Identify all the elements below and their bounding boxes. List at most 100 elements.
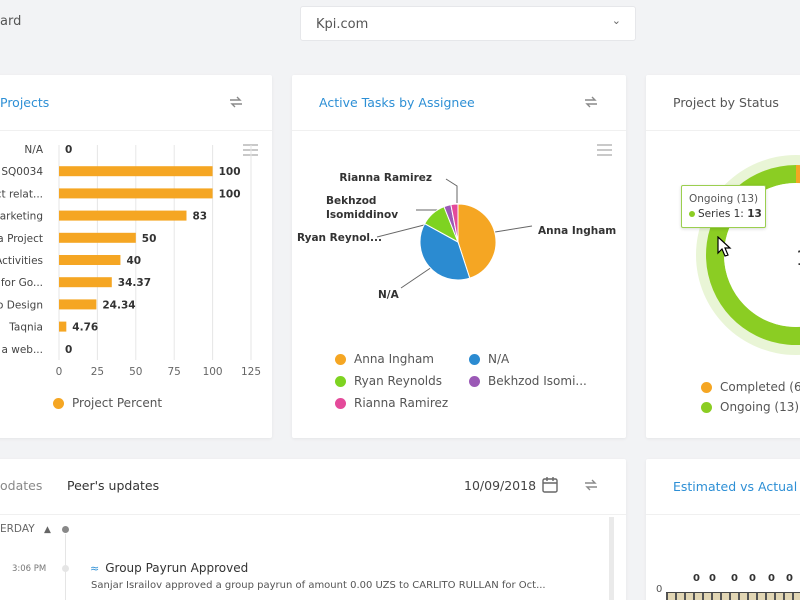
tab-my-updates[interactable]: odates <box>0 478 43 493</box>
callout-bekhzod-1: Bekhzod <box>326 195 376 207</box>
bar-value-label: 0 <box>749 573 756 584</box>
bar <box>59 210 187 221</box>
bar-value-label: 4.76 <box>72 322 98 334</box>
x-tick-label: 25 <box>91 366 104 378</box>
legend-dot <box>335 375 346 387</box>
chart-tooltip: Ongoing (13) Series 1: 13 <box>681 185 766 228</box>
refresh-icon[interactable] <box>583 94 599 110</box>
bar <box>59 166 213 177</box>
mouse-cursor-icon <box>717 236 732 257</box>
bar-value-label: 100 <box>219 166 241 178</box>
axis-zero-label: 0 <box>656 584 663 595</box>
tooltip-value: 13 <box>747 208 762 220</box>
projects-card: Projects 0 25 50 75 100 125 N/A 0 SQ0034 100 ect r… <box>0 75 272 438</box>
project-status-card: Project by Status 1 Completed (6) Ongoin… <box>646 75 800 438</box>
category-label: Activities <box>0 255 43 267</box>
tab-peers-updates[interactable]: Peer's updates <box>67 478 160 493</box>
tooltip-value-row: Series 1: 13 <box>689 208 762 220</box>
legend-label: Bekhzod Isomi... <box>488 374 587 388</box>
active-tasks-card: Active Tasks by Assignee Rianna Ramirez … <box>292 75 626 438</box>
callout-na: N/A <box>378 289 400 301</box>
timeline-dot <box>62 526 69 533</box>
divider <box>646 130 800 131</box>
chart-scroll-strip[interactable] <box>666 592 800 600</box>
estimated-card: Estimated vs Actual Ti 0 0 0 0 0 0 0 <box>646 459 800 600</box>
x-tick-label: 50 <box>129 366 142 378</box>
bar-value-label: 0 <box>709 573 716 584</box>
category-label: SQ0034 <box>1 166 43 178</box>
legend-dot <box>53 397 64 409</box>
feed-title-text: Group Payrun Approved <box>105 561 249 575</box>
legend-item-anna[interactable]: Anna Ingham <box>335 352 434 366</box>
legend-label: Anna Ingham <box>354 352 434 366</box>
bar-value-label: 0 <box>65 344 72 356</box>
legend-dot <box>335 397 346 409</box>
legend-label: Ongoing (13) <box>720 400 800 414</box>
refresh-icon[interactable] <box>583 477 599 493</box>
bar-value-label: 0 <box>65 144 72 156</box>
category-label: Taqnia <box>8 322 43 334</box>
feed-item-time: 3:06 PM <box>12 564 47 574</box>
bar-value-label: 100 <box>219 188 241 200</box>
legend-dot <box>701 381 712 393</box>
divider <box>0 130 272 131</box>
bar-value-label: 0 <box>693 573 700 584</box>
bar <box>59 299 97 310</box>
divider <box>646 514 800 515</box>
menu-icon[interactable] <box>597 144 612 159</box>
legend-label: Ryan Reynolds <box>354 374 442 388</box>
legend-item-ongoing[interactable]: Ongoing (13) <box>701 400 799 414</box>
pie-slice <box>457 203 497 279</box>
legend-item-ryan[interactable]: Ryan Reynolds <box>335 374 442 388</box>
callout-rianna: Rianna Ramirez <box>339 172 432 184</box>
legend-item-project-percent[interactable]: Project Percent <box>53 396 162 410</box>
tooltip-title: Ongoing (13) <box>689 193 759 205</box>
category-label: arketing <box>0 211 43 223</box>
bar-value-label: 83 <box>192 211 207 223</box>
donut-slice <box>796 165 800 184</box>
approve-check-icon: ≈ <box>90 562 100 575</box>
bar-value-label: 34.37 <box>118 277 151 289</box>
x-tick-label: 125 <box>241 366 261 378</box>
chevron-down-icon: ⌄ <box>611 14 621 27</box>
legend-label: N/A <box>488 352 510 366</box>
feed-item-title[interactable]: ≈ Group Payrun Approved <box>90 561 248 575</box>
legend-dot <box>469 375 480 387</box>
feed-item-desc: Sanjar Israilov approved a group payrun … <box>91 580 546 591</box>
legend-label: Rianna Ramirez <box>354 396 449 410</box>
category-label: a Project <box>0 233 43 245</box>
callout-ryan: Ryan Reynol... <box>297 232 382 244</box>
scrollbar[interactable] <box>609 517 614 600</box>
legend-item-na[interactable]: N/A <box>469 352 509 366</box>
bar <box>59 232 136 243</box>
legend-label: Completed (6) <box>720 380 800 394</box>
day-header[interactable]: ERDAY ▲ <box>0 523 51 535</box>
x-tick-label: 0 <box>56 366 63 378</box>
day-header-label: ERDAY <box>0 523 35 535</box>
bar <box>59 321 67 332</box>
company-select[interactable]: Kpi.com ⌄ <box>300 6 636 41</box>
bar <box>59 188 213 199</box>
category-label: g a web... <box>0 344 43 356</box>
bar-value-label: 24.34 <box>102 299 135 311</box>
tooltip-series: Series 1: <box>698 208 744 220</box>
calendar-icon[interactable] <box>541 476 559 494</box>
page-title-fragment: ard <box>0 14 22 29</box>
pie-slice <box>419 223 471 281</box>
pie-slice <box>450 203 459 243</box>
company-select-value: Kpi.com <box>316 17 369 32</box>
legend-item-completed[interactable]: Completed (6) <box>701 380 800 394</box>
legend-item-rianna[interactable]: Rianna Ramirez <box>335 396 448 410</box>
legend-label: Project Percent <box>72 396 163 410</box>
date-filter-value[interactable]: 10/09/2018 <box>464 478 537 493</box>
active-tasks-pie-chart: Rianna Ramirez Bekhzod Isomiddinov Ryan … <box>297 172 616 301</box>
estimated-title: Estimated vs Actual Ti <box>673 479 800 494</box>
series-dot <box>689 211 695 217</box>
legend-dot <box>335 353 346 365</box>
divider <box>292 130 626 131</box>
callout-bekhzod-2: Isomiddinov <box>326 209 398 221</box>
timeline-dot <box>62 565 69 572</box>
refresh-icon[interactable] <box>228 94 244 110</box>
category-label: g for Go... <box>0 277 43 289</box>
legend-item-bekhzod[interactable]: Bekhzod Isomi... <box>469 374 587 388</box>
